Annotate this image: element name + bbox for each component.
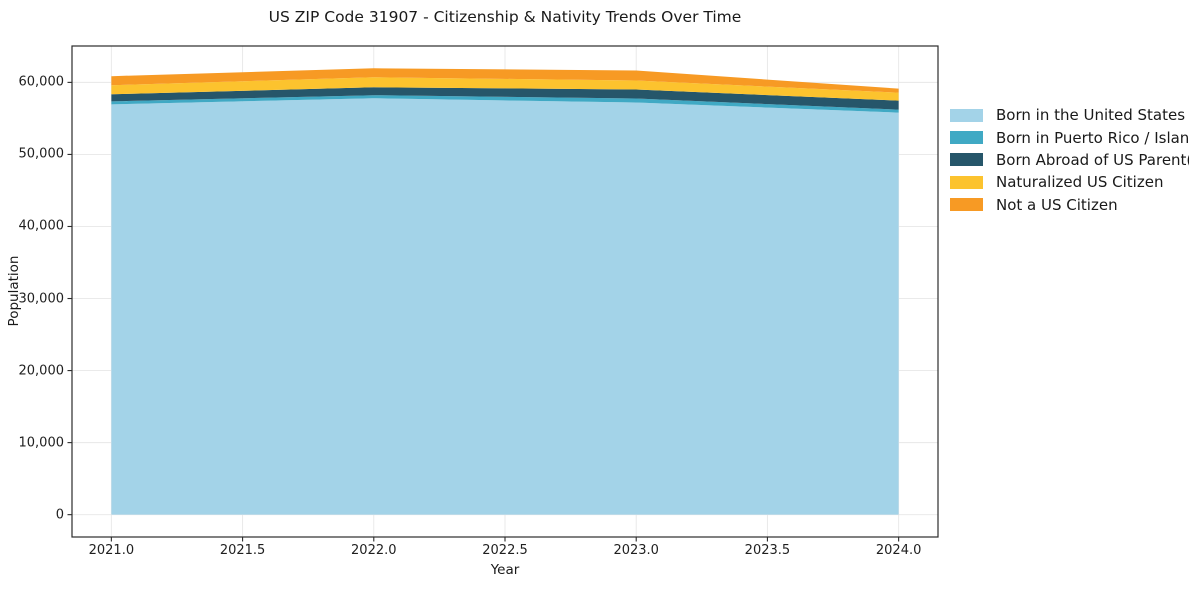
y-tick-label: 0	[55, 507, 64, 523]
x-tick-label: 2021.5	[219, 543, 266, 558]
x-tick-label: 2022.5	[482, 543, 528, 558]
legend-label: Born in the United States	[996, 106, 1186, 125]
legend-label: Born in Puerto Rico / Islands	[996, 128, 1189, 147]
legend-label: Naturalized US Citizen	[996, 173, 1164, 192]
legend-item: Not a US Citizen	[950, 194, 1189, 216]
legend-label: Not a US Citizen	[996, 195, 1118, 214]
legend-item: Naturalized US Citizen	[950, 171, 1189, 193]
tick-marks	[67, 81, 900, 542]
x-tick-label: 2023.0	[613, 543, 659, 558]
y-tick-label: 30,000	[18, 291, 65, 307]
area-series-born-in-the-united-states	[111, 98, 899, 515]
legend-swatch	[950, 108, 983, 122]
area-series-not-a-us-citizen	[111, 68, 899, 93]
legend-swatch	[950, 198, 983, 212]
legend-swatch	[950, 175, 983, 189]
legend-item: Born in Puerto Rico / Islands	[950, 126, 1189, 148]
legend: Born in the United States Born in Puerto …	[950, 104, 1189, 216]
legend-swatch	[950, 153, 983, 167]
legend-item: Born Abroad of US Parent(s)	[950, 149, 1189, 171]
area-series-born-abroad-of-us-parent-s-	[111, 87, 899, 110]
legend-item: Born in the United States	[950, 104, 1189, 126]
y-tick-label: 50,000	[18, 146, 65, 162]
y-tick-label: 60,000	[18, 74, 65, 90]
legend-swatch	[950, 131, 983, 145]
area-series	[111, 68, 899, 515]
x-tick-label: 2021.0	[88, 543, 135, 558]
y-tick-label: 10,000	[18, 435, 65, 451]
x-axis-label: Year	[490, 562, 520, 578]
x-tick-label: 2024.0	[875, 543, 922, 558]
chart-title: US ZIP Code 31907 - Citizenship & Nativi…	[268, 8, 742, 26]
area-series-born-in-puerto-rico-islands	[111, 95, 899, 113]
x-tick-label: 2022.0	[351, 543, 397, 558]
legend-label: Born Abroad of US Parent(s)	[996, 150, 1189, 169]
x-tick-label: 2023.5	[744, 543, 791, 558]
y-tick-label: 20,000	[18, 363, 65, 379]
y-tick-label: 40,000	[18, 218, 65, 234]
area-series-naturalized-us-citizen	[111, 77, 899, 101]
